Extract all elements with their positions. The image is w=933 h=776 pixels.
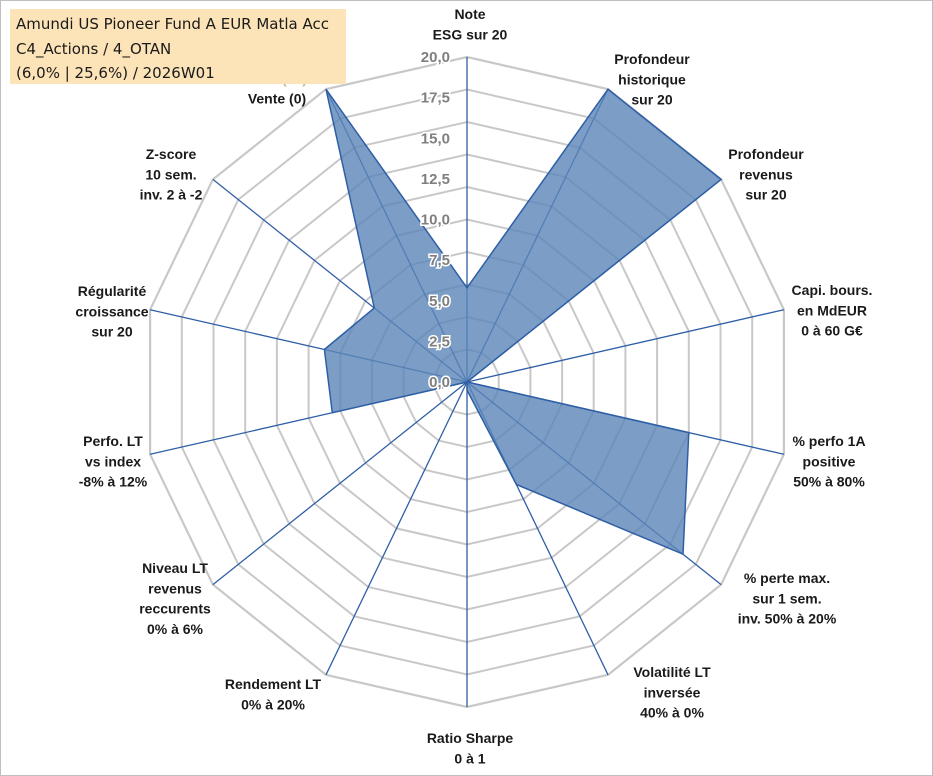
axis-label-line: inv. 2 à -2 (140, 187, 203, 203)
axis-label-line: revenus (739, 166, 793, 182)
axis-label: Régularité croissance sur 20 (75, 283, 148, 340)
fund-name: Amundi US Pioneer Fund A EUR Matla Acc (16, 15, 329, 33)
tick-label-halo: 7,5 (429, 252, 450, 269)
axis-label-line: inv. 50% à 20% (738, 611, 837, 627)
axis-label: Volatilité LT inversée 40% à 0% (633, 664, 711, 721)
axis-label: Z-score 10 sem. inv. 2 à -2 (140, 146, 203, 203)
tick-label-halo: 15,0 (421, 130, 450, 147)
axis-label-line: % perfo 1A (792, 433, 865, 449)
tick-label: 5,0 (429, 293, 450, 310)
tick-label: 12,5 (421, 171, 450, 188)
axis-label: Capi. bours. en MdEUR 0 à 60 G€ (792, 282, 873, 339)
axis-label-line: Volatilité LT (633, 664, 711, 680)
tick-label-halo: 20,0 (421, 49, 450, 66)
axis-label-line: sur 20 (631, 92, 672, 108)
tick-label-halo: 5,0 (429, 293, 450, 310)
axis-label: Niveau LT revenus reccurents 0% à 6% (139, 560, 211, 637)
axis-label: % perfo 1A positive 50% à 80% (792, 433, 865, 490)
axis-label-line: vs index (85, 453, 141, 469)
tick-label: 17,5 (421, 90, 450, 107)
axis-label-line: Rendement LT (225, 676, 322, 692)
tick-label: 20,0 (421, 49, 450, 66)
axis-label-line: Capi. bours. (792, 282, 873, 298)
axis-label-line: Z-score (146, 146, 197, 162)
tick-label-halo: 17,5 (421, 90, 450, 107)
axis-label-line: Vente (0) (248, 91, 306, 107)
axis-label-line: en MdEUR (797, 302, 867, 318)
fund-category: C4_Actions / 4_OTAN (16, 40, 172, 58)
tick-label-halo: 10,0 (421, 212, 450, 229)
axis-label-line: 0 à 1 (454, 750, 485, 766)
radial-tick-labels: 0,00,02,52,55,05,07,57,510,010,012,512,5… (419, 48, 451, 393)
chart-title-box: Amundi US Pioneer Fund A EUR Matla Acc C… (10, 9, 346, 84)
axis-label-line: sur 20 (745, 187, 786, 203)
tick-label: 2,5 (429, 333, 450, 350)
axis-label-line: 10 sem. (145, 166, 196, 182)
axis-label-line: 0% à 6% (147, 621, 204, 637)
axis-label: Profondeur historique sur 20 (614, 51, 690, 108)
axis-label-line: Ratio Sharpe (427, 730, 514, 746)
axis-label-line: -8% à 12% (79, 474, 148, 490)
axis-label-line: positive (803, 453, 856, 469)
radar-series (323, 88, 723, 556)
axis-label-line: 40% à 0% (640, 705, 704, 721)
axis-label-line: 50% à 80% (793, 474, 865, 490)
axis-label-line: Perfo. LT (83, 433, 143, 449)
axis-label-line: 0% à 20% (241, 696, 305, 712)
tick-label-halo: 12,5 (421, 171, 450, 188)
fund-stats: (6,0% | 25,6%) / 2026W01 (16, 64, 215, 82)
axis-label-line: reccurents (139, 601, 211, 617)
axis-label-line: Note (454, 6, 485, 22)
axis-label: Perfo. LT vs index -8% à 12% (79, 433, 148, 490)
axis-spoke (466, 309, 785, 383)
tick-label-halo: 2,5 (429, 333, 450, 350)
axis-label-line: croissance (75, 303, 148, 319)
axis-spoke (212, 381, 468, 586)
axis-label: % perte max. sur 1 sem. inv. 50% à 20% (738, 570, 837, 627)
series-area (323, 88, 723, 556)
axis-label-line: Niveau LT (142, 560, 208, 576)
tick-label: 0,0 (429, 374, 450, 391)
axis-label-line: % perte max. (744, 570, 830, 586)
axis-label: Ratio Sharpe 0 à 1 (427, 730, 514, 766)
tick-label: 10,0 (421, 212, 450, 229)
axis-label: Rendement LT 0% à 20% (225, 676, 322, 712)
axis-spoke (325, 381, 468, 676)
axis-label-line: inversée (644, 684, 701, 700)
tick-label-halo: 0,0 (429, 374, 450, 391)
axis-label-line: Régularité (78, 283, 147, 299)
axis-label-line: revenus (148, 580, 202, 596)
axis-label: Note ESG sur 20 (433, 6, 508, 42)
axis-label-line: sur 20 (91, 324, 132, 340)
axis-label-line: Profondeur (614, 51, 690, 67)
axis-label-line: Profondeur (728, 146, 804, 162)
axis-label-line: 0 à 60 G€ (801, 323, 863, 339)
axis-label-line: ESG sur 20 (433, 26, 508, 42)
tick-label: 15,0 (421, 130, 450, 147)
tick-label: 7,5 (429, 252, 450, 269)
axis-label-line: historique (618, 71, 686, 87)
axis-label-line: sur 1 sem. (752, 590, 821, 606)
axis-label: Profondeur revenus sur 20 (728, 146, 804, 203)
